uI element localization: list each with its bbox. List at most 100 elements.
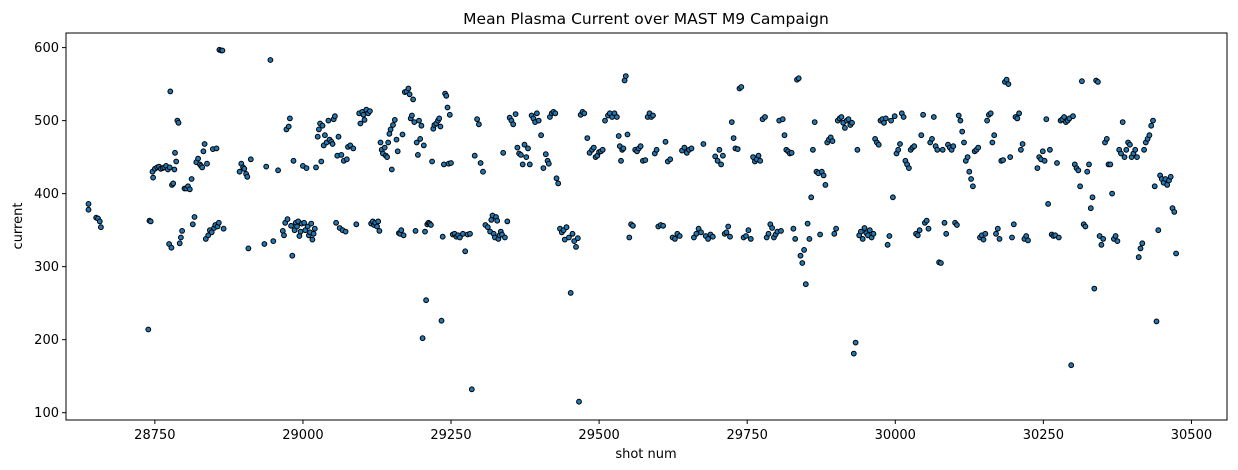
data-point bbox=[281, 232, 287, 239]
data-point bbox=[288, 222, 295, 229]
data-point bbox=[325, 117, 332, 124]
data-point bbox=[994, 225, 1001, 232]
data-point bbox=[573, 244, 579, 250]
data-point bbox=[939, 146, 946, 153]
data-point bbox=[920, 111, 926, 118]
data-point bbox=[642, 157, 649, 164]
data-point bbox=[1114, 238, 1121, 245]
data-point bbox=[361, 117, 368, 123]
data-point bbox=[170, 180, 177, 187]
data-point bbox=[191, 214, 198, 220]
data-point bbox=[314, 133, 321, 140]
data-point bbox=[201, 141, 208, 147]
data-point bbox=[842, 125, 848, 131]
data-point bbox=[267, 57, 274, 63]
data-point bbox=[1061, 114, 1067, 120]
data-point bbox=[810, 146, 816, 153]
data-point bbox=[891, 113, 898, 120]
data-point bbox=[829, 138, 836, 145]
data-point bbox=[263, 163, 270, 170]
data-point bbox=[178, 234, 184, 241]
data-point bbox=[1107, 161, 1114, 168]
data-point bbox=[1127, 141, 1133, 148]
y-tick-label: 500 bbox=[34, 114, 59, 129]
data-point bbox=[964, 154, 971, 161]
data-point bbox=[423, 297, 430, 304]
data-point bbox=[991, 132, 998, 139]
data-point bbox=[982, 230, 989, 237]
data-point bbox=[521, 141, 528, 148]
data-point bbox=[85, 206, 92, 213]
data-point bbox=[394, 148, 401, 155]
y-axis-ticks: 100 200 300 400 500 600 bbox=[34, 41, 66, 421]
data-point bbox=[769, 225, 775, 231]
data-point bbox=[552, 110, 559, 117]
data-point bbox=[569, 230, 576, 237]
y-tick-label: 400 bbox=[34, 187, 59, 202]
data-point bbox=[614, 114, 620, 120]
x-tick-label: 30500 bbox=[1171, 428, 1212, 443]
data-point bbox=[882, 115, 889, 122]
data-point bbox=[730, 135, 737, 142]
data-point bbox=[480, 168, 486, 175]
data-point bbox=[1091, 285, 1098, 292]
data-point bbox=[388, 166, 395, 173]
data-point bbox=[1100, 236, 1107, 242]
data-point bbox=[1014, 115, 1021, 122]
data-point bbox=[1009, 234, 1015, 241]
data-point bbox=[688, 145, 695, 152]
data-point bbox=[412, 228, 419, 234]
data-point bbox=[387, 126, 394, 133]
data-point bbox=[567, 290, 574, 296]
y-axis-label: current bbox=[11, 203, 26, 250]
data-point bbox=[310, 230, 317, 237]
data-point bbox=[1096, 233, 1103, 239]
data-point bbox=[215, 219, 222, 226]
data-point bbox=[213, 145, 220, 152]
data-point bbox=[200, 148, 207, 155]
data-point bbox=[343, 156, 350, 163]
data-point bbox=[504, 218, 511, 225]
data-point bbox=[172, 149, 178, 156]
data-point bbox=[335, 133, 342, 140]
data-point bbox=[538, 132, 544, 139]
data-point bbox=[413, 139, 420, 146]
data-point bbox=[553, 175, 560, 182]
data-point bbox=[714, 157, 721, 164]
data-point bbox=[393, 136, 400, 143]
data-point bbox=[332, 113, 338, 120]
data-point bbox=[542, 151, 549, 158]
data-point bbox=[406, 91, 413, 98]
data-point bbox=[900, 114, 907, 120]
y-tick-label: 200 bbox=[34, 333, 59, 348]
data-point bbox=[1077, 183, 1083, 190]
data-point bbox=[512, 111, 519, 117]
data-point bbox=[563, 224, 570, 231]
data-point bbox=[1109, 190, 1115, 197]
x-tick-label: 29750 bbox=[727, 428, 768, 443]
data-point bbox=[934, 146, 941, 153]
data-point bbox=[968, 176, 974, 182]
data-point bbox=[534, 110, 540, 117]
data-point bbox=[1025, 237, 1031, 244]
data-point bbox=[420, 142, 427, 149]
data-point bbox=[788, 149, 795, 156]
data-point bbox=[1141, 146, 1147, 153]
data-point bbox=[626, 234, 633, 241]
data-point bbox=[1098, 241, 1105, 248]
data-point bbox=[1043, 116, 1050, 123]
data-point bbox=[566, 234, 572, 241]
data-point bbox=[523, 154, 530, 161]
data-point bbox=[1084, 168, 1091, 175]
data-point bbox=[219, 47, 226, 54]
data-point bbox=[186, 186, 193, 193]
data-point bbox=[996, 236, 1003, 242]
data-point bbox=[762, 114, 768, 120]
data-point bbox=[1173, 250, 1179, 257]
data-point bbox=[474, 116, 481, 123]
data-point bbox=[875, 141, 882, 148]
data-point bbox=[313, 164, 319, 171]
data-point bbox=[204, 160, 210, 167]
data-point bbox=[918, 132, 925, 139]
